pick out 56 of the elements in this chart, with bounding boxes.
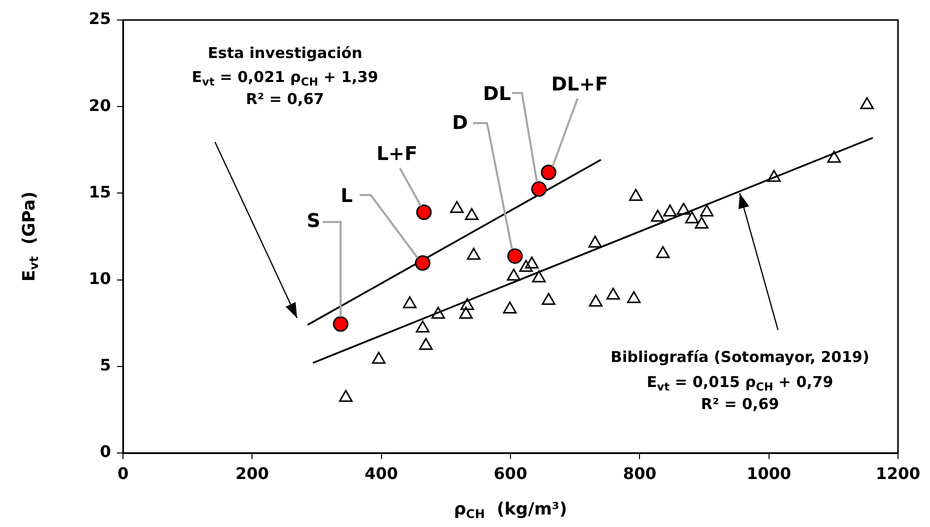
point xyxy=(628,188,643,201)
x-tick-label: 1000 xyxy=(746,464,792,483)
point xyxy=(525,256,539,268)
annotation: Bibliografía (Sotomayor, 2019) xyxy=(610,348,870,366)
point xyxy=(767,170,781,182)
point xyxy=(419,338,433,350)
point xyxy=(606,288,620,300)
annotation: DL xyxy=(482,82,511,105)
point xyxy=(650,210,665,222)
point xyxy=(519,260,533,272)
x-tick-label: 200 xyxy=(235,464,269,483)
annotation: R² = 0,67 xyxy=(246,90,324,108)
point xyxy=(694,216,708,229)
point xyxy=(402,296,417,308)
annotation: R² = 0,69 xyxy=(700,394,780,413)
point xyxy=(685,211,699,224)
y-tick-label: 20 xyxy=(88,96,111,115)
point xyxy=(676,202,690,215)
y-tick-label: 10 xyxy=(88,268,111,288)
annotation: S xyxy=(306,210,320,232)
y-tick-label: 5 xyxy=(100,356,111,375)
point xyxy=(460,298,474,310)
point xyxy=(466,248,480,260)
point xyxy=(464,208,479,220)
point xyxy=(588,294,603,307)
point xyxy=(860,97,874,110)
point xyxy=(532,270,546,282)
point xyxy=(431,306,445,319)
point xyxy=(372,352,386,364)
point xyxy=(339,390,353,402)
point xyxy=(459,306,473,319)
annotation: L xyxy=(340,184,353,207)
y-tick-label: 15 xyxy=(88,182,111,202)
point xyxy=(506,268,521,281)
point xyxy=(827,150,841,163)
point xyxy=(450,201,464,214)
point xyxy=(700,204,714,216)
x-tick-label: 800 xyxy=(622,464,656,483)
point xyxy=(588,236,602,248)
x-tick-label: 0 xyxy=(117,464,129,483)
point xyxy=(656,246,670,258)
x-tick-label: 400 xyxy=(364,464,398,483)
point xyxy=(542,292,556,305)
y-tick-label: 25 xyxy=(88,9,111,28)
y-axis-title: Evt (GPa) xyxy=(19,192,42,282)
point xyxy=(416,320,430,333)
x-tick-label: 1200 xyxy=(876,464,920,483)
annotation: Esta investigación xyxy=(208,44,362,62)
x-tick-label: 600 xyxy=(494,464,528,483)
point xyxy=(627,291,641,304)
point xyxy=(663,204,677,216)
annotation: L+F xyxy=(376,143,418,166)
annotation: D xyxy=(452,112,468,134)
y-tick-label: 0 xyxy=(100,442,111,462)
point xyxy=(503,301,517,314)
annotation: DL+F xyxy=(551,73,608,96)
